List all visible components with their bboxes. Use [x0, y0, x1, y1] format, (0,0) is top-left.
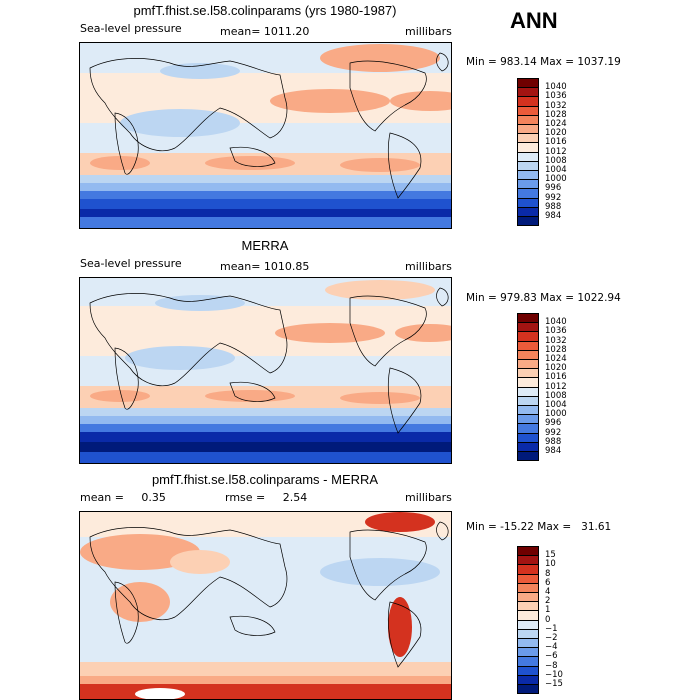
colorbar-tick-label: 1008 [545, 155, 567, 166]
panel-2-variable-label: Sea-level pressure [80, 257, 182, 270]
colorbar-tick-label: 1040 [545, 317, 567, 328]
colorbar-tick-label: 2 [545, 596, 551, 607]
colorbar-tick-label: 996 [545, 183, 562, 194]
colorbar-tick-label: −2 [545, 633, 558, 643]
colorbar-swatch [517, 451, 539, 462]
colorbar-tick-label: 1032 [545, 335, 567, 346]
colorbar-tick-label: −6 [545, 651, 558, 662]
colorbar-tick-label: 1024 [545, 354, 567, 364]
colorbar-tick-label: 1040 [545, 82, 567, 93]
colorbar-tick-label: 1004 [545, 165, 567, 175]
panel-2-map [79, 277, 452, 464]
panel-1-variable-label: Sea-level pressure [80, 22, 182, 35]
panel-3-map [79, 511, 452, 700]
colorbar-tick-label: 984 [545, 211, 562, 221]
colorbar-tick-label: 988 [545, 436, 562, 447]
colorbar-tick-label: 1032 [545, 100, 567, 111]
colorbar-tick-label: 1036 [545, 91, 567, 102]
panel-2-mean-label: mean= 1010.85 [220, 260, 310, 273]
colorbar-tick-label: 1008 [545, 390, 567, 401]
colorbar-tick-label: −4 [545, 642, 558, 653]
colorbar-tick-label: 1004 [545, 400, 567, 410]
panel-3-units-label: millibars [405, 491, 452, 504]
colorbar-tick-label: 1012 [545, 146, 567, 157]
colorbar-swatch [517, 684, 539, 695]
colorbar-tick-label: 10 [545, 559, 556, 570]
colorbar-tick-label: 988 [545, 201, 562, 212]
panel-3-minmax: Min = -15.22 Max = 31.61 [466, 521, 612, 533]
colorbar-tick-label: 0 [545, 614, 551, 625]
colorbar-tick-label: 1028 [545, 109, 567, 120]
colorbar-tick-label: 1000 [545, 409, 567, 420]
panel-1-mean-label: mean= 1011.20 [220, 25, 310, 38]
colorbar-tick-label: 992 [545, 427, 562, 438]
colorbar-swatch [517, 216, 539, 227]
panel-2-title: MERRA [241, 238, 289, 253]
colorbar-tick-label: 984 [545, 446, 562, 456]
colorbar-tick-label: 1020 [545, 363, 567, 374]
panel-3-mean-label: mean = 0.35 [80, 491, 166, 504]
panel-1-minmax: Min = 983.14 Max = 1037.19 [466, 56, 621, 68]
panel-1-map [79, 42, 452, 229]
colorbar-tick-label: 1012 [545, 381, 567, 392]
colorbar-tick-label: 15 [545, 550, 556, 561]
colorbar-tick-label: 8 [545, 568, 551, 579]
colorbar-tick-label: −10 [545, 669, 563, 680]
colorbar-tick-label: 1016 [545, 137, 567, 148]
colorbar-tick-label: 6 [545, 577, 551, 588]
colorbar-tick-label: −1 [545, 623, 558, 634]
panel-3-rmse-label: rmse = 2.54 [225, 491, 308, 504]
season-label: ANN [510, 8, 558, 33]
colorbar-tick-label: 1020 [545, 128, 567, 139]
panel-1-title: pmfT.fhist.se.l58.colinparams (yrs 1980-… [133, 3, 397, 18]
colorbar-tick-label: −15 [545, 679, 563, 689]
panel-1-units-label: millibars [405, 25, 452, 38]
colorbar-tick-label: 4 [545, 587, 551, 597]
colorbar-tick-label: 1036 [545, 326, 567, 337]
colorbar-tick-label: 992 [545, 192, 562, 203]
colorbar-tick-label: 1028 [545, 344, 567, 355]
panel-3-title: pmfT.fhist.se.l58.colinparams - MERRA [151, 472, 379, 487]
colorbar-tick-label: 1016 [545, 372, 567, 383]
colorbar-tick-label: 1000 [545, 174, 567, 185]
panel-2-units-label: millibars [405, 260, 452, 273]
panel-2-minmax: Min = 979.83 Max = 1022.94 [466, 292, 621, 304]
colorbar-tick-label: 1 [545, 605, 551, 616]
colorbar-tick-label: 1024 [545, 119, 567, 129]
colorbar-tick-label: −8 [545, 660, 558, 671]
colorbar-tick-label: 996 [545, 418, 562, 429]
